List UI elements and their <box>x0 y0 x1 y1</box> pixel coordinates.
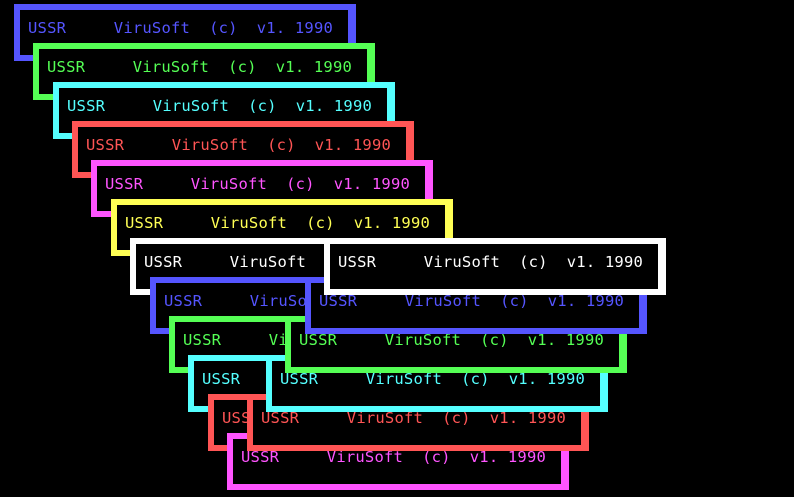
banner-text: USSR ViruSoft (c) v1. 1990 <box>125 214 431 232</box>
banner-text: USSR ViruSoft (c) v1. 1990 <box>319 292 625 310</box>
banner-text: USSR ViruSoft (c) v1. 1990 <box>241 448 547 466</box>
banner-text: USSR ViruSoft (c) v1. 1990 <box>261 409 567 427</box>
banner-text: USSR ViruSoft (c) v1. 1990 <box>47 58 353 76</box>
banner-text: USSR ViruSoft (c) v1. 1990 <box>280 370 586 388</box>
banner-text: USSR ViruSoft (c) v1. 1990 <box>338 253 644 271</box>
banner-text: USSR ViruSoft (c) v1. 1990 <box>28 19 334 37</box>
banner-text: USSR ViruSoft (c) v1. 1990 <box>299 331 605 349</box>
virusoft-banner-17: USSR ViruSoft (c) v1. 1990 <box>324 238 666 295</box>
banner-text: USSR ViruSoft (c) v1. 1990 <box>105 175 411 193</box>
banner-text: USSR ViruSoft (c) v1. 1990 <box>67 97 373 115</box>
banner-text: USSR ViruSoft (c) v1. 1990 <box>86 136 392 154</box>
